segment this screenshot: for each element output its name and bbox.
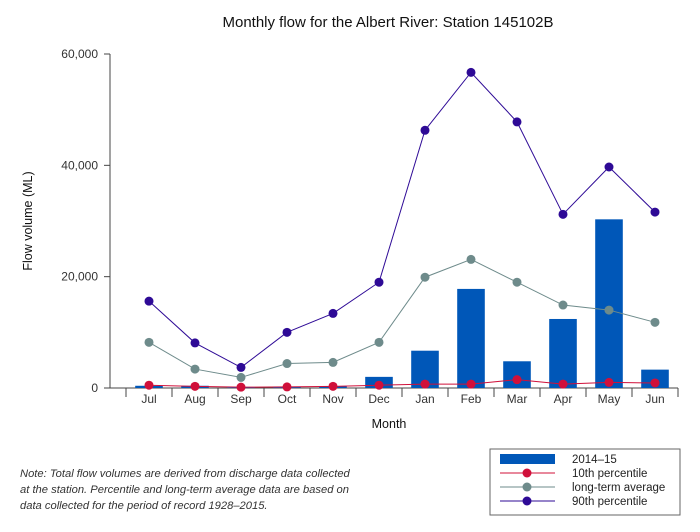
series-point xyxy=(420,272,430,282)
legend-marker xyxy=(522,468,532,478)
legend-swatch xyxy=(500,454,555,464)
series-point xyxy=(236,362,246,372)
series-point xyxy=(144,380,154,390)
legend-marker xyxy=(522,496,532,506)
series-point xyxy=(374,337,384,347)
series-point xyxy=(512,117,522,127)
series-point xyxy=(328,381,338,391)
series-point xyxy=(190,381,200,391)
x-tick-label: Apr xyxy=(554,392,573,406)
series-point xyxy=(420,379,430,389)
series-point xyxy=(558,209,568,219)
series-line xyxy=(148,258,656,378)
y-tick-label: 0 xyxy=(91,381,98,395)
y-tick-label: 20,000 xyxy=(61,270,98,284)
y-tick-label: 60,000 xyxy=(61,47,98,61)
series-point xyxy=(466,254,476,264)
footnote-line: data collected for the period of record … xyxy=(20,500,268,512)
footnote-line: at the station. Percentile and long-term… xyxy=(20,484,349,496)
series-point xyxy=(512,375,522,385)
lines-layer xyxy=(144,67,660,392)
series-point xyxy=(650,317,660,327)
legend-label: long-term average xyxy=(572,482,665,494)
series-point xyxy=(190,364,200,374)
series-point xyxy=(466,67,476,77)
series-point xyxy=(144,337,154,347)
legend-label: 10th percentile xyxy=(572,468,647,480)
x-tick-label: Oct xyxy=(278,392,297,406)
y-axis-label: Flow volume (ML) xyxy=(21,171,35,270)
series-point xyxy=(466,379,476,389)
series-line xyxy=(148,379,656,388)
series-point xyxy=(374,380,384,390)
series-line xyxy=(148,71,656,368)
legend: 2014–15 10th percentile long-term average 9… xyxy=(489,448,681,516)
legend-label: 90th percentile xyxy=(572,496,647,508)
series-point xyxy=(328,357,338,367)
legend-label: 2014–15 xyxy=(572,454,617,466)
bar xyxy=(457,288,485,388)
series-point xyxy=(512,277,522,287)
x-tick-label: Sep xyxy=(230,392,252,406)
bar xyxy=(595,219,623,388)
x-tick-label: Dec xyxy=(368,392,389,406)
y-tick-label: 40,000 xyxy=(61,158,98,172)
series-point xyxy=(604,377,614,387)
series-point xyxy=(374,277,384,287)
series-point xyxy=(236,372,246,382)
bar xyxy=(549,318,577,388)
legend-marker xyxy=(522,482,532,492)
bars-layer xyxy=(135,219,669,388)
chart-title: Monthly flow for the Albert River: Stati… xyxy=(222,14,553,31)
x-tick-label: Nov xyxy=(322,392,343,406)
series-point xyxy=(190,338,200,348)
series-point xyxy=(282,382,292,392)
series-point xyxy=(282,359,292,369)
series-point xyxy=(558,379,568,389)
x-tick-label: Jan xyxy=(415,392,434,406)
x-tick-label: Mar xyxy=(507,392,528,406)
series-point xyxy=(650,207,660,217)
series-point xyxy=(604,305,614,315)
x-tick-label: May xyxy=(598,392,621,406)
series-point xyxy=(420,125,430,135)
x-axis-label: Month xyxy=(372,417,407,431)
x-tick-label: Jul xyxy=(141,392,156,406)
series-point xyxy=(144,296,154,306)
axes: 0 20,000 40,000 60,000 Jul Aug Sep Oct Nov Dec Jan… xyxy=(61,47,679,406)
series-point xyxy=(558,300,568,310)
footnote: Note: Total flow volumes are derived fro… xyxy=(20,466,400,514)
series-point xyxy=(604,162,614,172)
x-tick-label: Jun xyxy=(645,392,664,406)
series-point xyxy=(236,382,246,392)
series-point xyxy=(328,308,338,318)
series-point xyxy=(282,327,292,337)
x-tick-label: Feb xyxy=(461,392,482,406)
x-tick-label: Aug xyxy=(184,392,205,406)
footnote-line: Note: Total flow volumes are derived fro… xyxy=(20,468,350,480)
series-point xyxy=(650,378,660,388)
